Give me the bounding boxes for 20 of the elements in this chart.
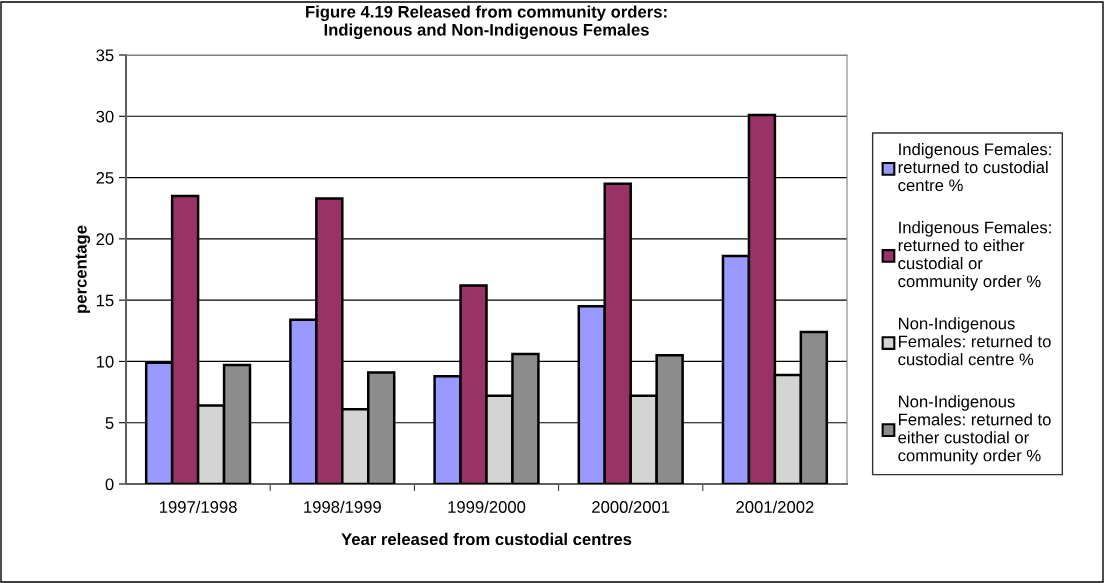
x-tick-label: 2000/2001	[592, 500, 670, 513]
legend-label: Indigenous Females: returned to custodial centre %	[898, 142, 1051, 192]
x-tick-label: 1997/1998	[159, 500, 237, 513]
x-axis-title: Year released from custodial centres	[341, 532, 632, 546]
y-tick-label: 0	[105, 478, 114, 491]
y-axis-title: percentage	[75, 225, 91, 313]
y-tick-label: 25	[96, 171, 114, 184]
x-tick-label: 1998/1999	[304, 500, 381, 513]
y-tick-label: 20	[96, 233, 114, 246]
legend-label: Indigenous Females: returned to either custodial or community order %	[898, 221, 1051, 291]
y-tick-label: 10	[96, 355, 114, 368]
legend-label: Non-Indigenous Females: returned to custodial centre %	[898, 317, 1051, 366]
y-tick-label: 5	[105, 417, 114, 429]
y-tick-label: 35	[96, 49, 114, 62]
x-tick-label: 2001/2002	[736, 500, 814, 513]
chart-title: Figure 4.19 Released from community orders: Indigenous and Non-Indigenous Females	[306, 5, 667, 40]
legend-label: Non-Indigenous Females: returned to either custodial or community order %	[898, 395, 1051, 465]
x-tick-label: 1999/2000	[448, 500, 526, 513]
y-tick-label: 15	[96, 294, 114, 307]
y-tick-label: 30	[96, 110, 114, 123]
